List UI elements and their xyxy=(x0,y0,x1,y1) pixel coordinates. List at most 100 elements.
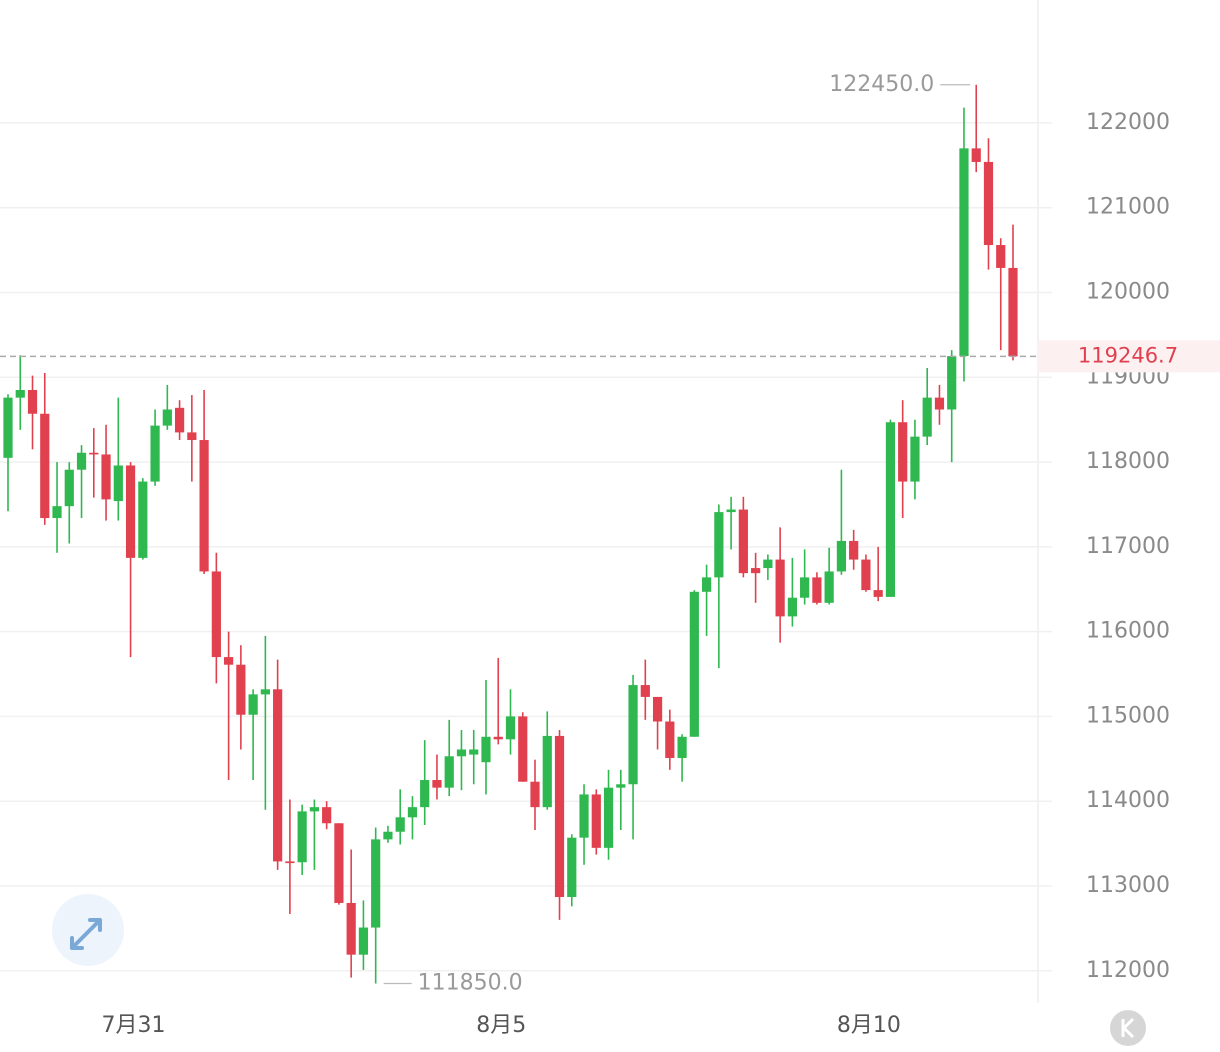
candle-body xyxy=(947,356,957,410)
candle-body xyxy=(113,465,123,502)
candle-body xyxy=(689,591,699,737)
candle-body xyxy=(1008,267,1018,357)
candle-body xyxy=(812,577,822,603)
y-tick-label: 116000 xyxy=(1086,619,1170,644)
x-tick-label: 8月5 xyxy=(476,1013,526,1038)
candle-body xyxy=(371,839,381,928)
candle-body xyxy=(505,716,516,740)
y-tick-label: 122000 xyxy=(1086,110,1170,135)
candle-body xyxy=(138,481,148,558)
candle-body xyxy=(273,689,283,862)
candle-body xyxy=(211,571,221,658)
y-tick-label: 120000 xyxy=(1086,280,1170,305)
candle-body xyxy=(407,807,418,818)
candle-body xyxy=(52,506,62,519)
candle-body xyxy=(885,422,896,597)
candle-body xyxy=(27,390,38,414)
candle-body xyxy=(518,716,528,782)
y-tick-label: 115000 xyxy=(1086,703,1170,728)
candle-body xyxy=(971,148,981,162)
last-price-label: 119246.7 xyxy=(1078,343,1178,367)
candle-body xyxy=(910,436,920,482)
candle-body xyxy=(432,780,442,788)
candle-body xyxy=(959,148,969,357)
candle-body xyxy=(101,454,111,500)
candle-body xyxy=(89,452,99,455)
candle-body xyxy=(334,823,344,903)
candle-body xyxy=(395,817,405,832)
candle-body xyxy=(616,784,626,788)
candle-body xyxy=(824,571,834,603)
candle-body xyxy=(579,794,589,838)
candle-body xyxy=(297,811,307,863)
k-button[interactable] xyxy=(1110,1010,1146,1046)
candle-body xyxy=(420,780,430,808)
candle-body xyxy=(76,452,87,470)
candle-body xyxy=(309,807,319,812)
candle-body xyxy=(236,664,246,715)
candle-body xyxy=(567,837,577,898)
candle-body xyxy=(861,559,871,591)
expand-button[interactable] xyxy=(52,894,124,966)
candle-body xyxy=(358,927,369,955)
candle-body xyxy=(346,902,356,955)
expand-icon xyxy=(70,918,102,950)
candle-body xyxy=(162,409,172,426)
last-price-bg xyxy=(1038,340,1220,373)
k-icon xyxy=(1121,1017,1135,1039)
candle-body xyxy=(628,685,638,785)
candle-body xyxy=(714,512,724,578)
candle-body xyxy=(40,413,50,519)
candle-body xyxy=(224,657,234,665)
candle-body xyxy=(738,509,748,574)
min-label: 111850.0 xyxy=(418,970,523,995)
x-tick-label: 8月10 xyxy=(837,1013,901,1038)
candle-body xyxy=(677,736,687,758)
candle-body xyxy=(469,749,479,755)
candle-body xyxy=(187,432,197,441)
candle-body xyxy=(481,736,491,763)
candle-body xyxy=(260,689,270,695)
candle-body xyxy=(983,161,994,246)
candle-body xyxy=(849,540,859,560)
candle-body xyxy=(493,736,503,740)
candle-body xyxy=(701,577,712,592)
candle-body xyxy=(174,407,185,433)
candle-body xyxy=(603,787,614,848)
candle-body xyxy=(444,756,454,788)
candle-body xyxy=(554,735,565,898)
candle-body xyxy=(199,440,209,572)
y-tick-label: 117000 xyxy=(1086,534,1170,559)
candle-body xyxy=(530,781,540,808)
candle-body xyxy=(726,509,736,513)
candle-body xyxy=(652,696,663,722)
candle-body xyxy=(800,577,810,598)
candle-body xyxy=(248,694,258,715)
candle-body xyxy=(996,245,1006,268)
max-label: 122450.0 xyxy=(829,72,934,97)
y-tick-label: 114000 xyxy=(1086,788,1170,813)
candle-body xyxy=(542,735,552,808)
candle-body xyxy=(665,721,675,758)
y-tick-label: 121000 xyxy=(1086,195,1170,220)
candle-body xyxy=(383,831,393,840)
candle-body xyxy=(322,807,332,824)
candle-body xyxy=(934,397,945,410)
candle-body xyxy=(3,397,13,458)
candle-body xyxy=(751,568,761,574)
candle-body xyxy=(775,559,785,617)
candle-body xyxy=(873,590,883,597)
candle-body xyxy=(836,540,847,572)
candle-body xyxy=(125,465,136,558)
candle-body xyxy=(285,861,295,864)
candle-body xyxy=(922,397,932,437)
candle-body xyxy=(898,422,908,482)
candle-body xyxy=(640,685,650,697)
candle-body xyxy=(787,597,797,617)
candle-body xyxy=(150,425,160,482)
y-tick-label: 112000 xyxy=(1086,958,1170,983)
y-tick-label: 118000 xyxy=(1086,449,1170,474)
candle-body xyxy=(15,390,25,398)
